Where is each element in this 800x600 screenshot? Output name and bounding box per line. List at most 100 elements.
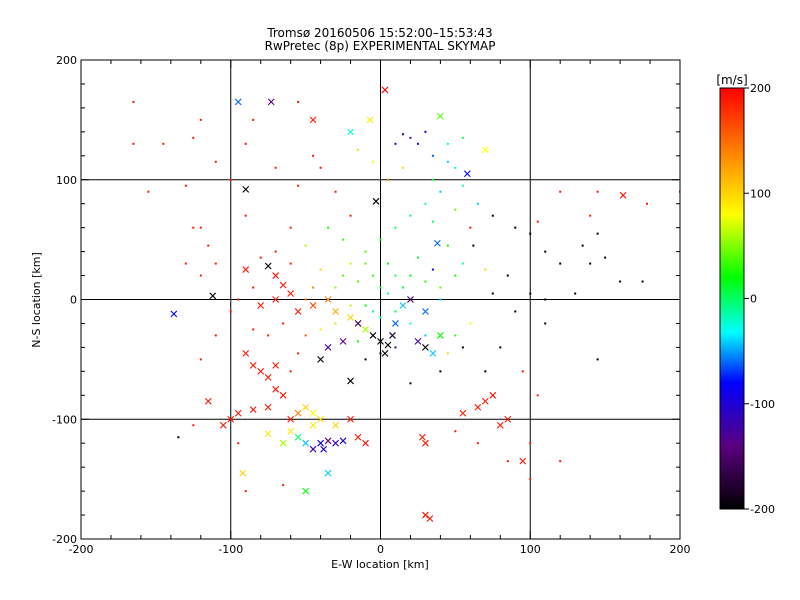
x-tick-label: 0 xyxy=(377,543,384,556)
data-point-cross xyxy=(279,281,287,289)
data-point-dot xyxy=(394,142,397,145)
data-point-dot xyxy=(214,160,217,163)
data-point-dot xyxy=(357,340,360,343)
data-point-dot xyxy=(424,334,427,337)
data-point-dot xyxy=(177,436,180,439)
data-point-dot xyxy=(364,304,367,307)
data-point-cross xyxy=(384,341,392,349)
data-point-cross xyxy=(309,421,317,429)
data-point-cross xyxy=(389,332,396,339)
x-tick-label: -200 xyxy=(69,543,94,556)
data-point-dot xyxy=(401,133,404,136)
data-point-cross xyxy=(302,403,310,411)
data-point-dot xyxy=(454,166,457,169)
data-point-cross xyxy=(287,427,295,435)
data-point-cross xyxy=(249,406,257,414)
colorbar-ticks: 200 100 0 -100 -200 xyxy=(744,82,775,516)
data-point-dot xyxy=(379,286,382,289)
data-point-dot xyxy=(267,334,270,337)
data-point-dot xyxy=(559,190,562,193)
data-points xyxy=(132,86,680,523)
data-point-cross xyxy=(309,302,317,309)
data-point-dot xyxy=(454,208,457,211)
data-point-cross xyxy=(264,262,272,270)
data-point-dot xyxy=(192,226,195,229)
data-point-cross xyxy=(496,421,504,429)
data-point-dot xyxy=(439,370,442,373)
data-point-dot xyxy=(394,226,397,229)
data-point-cross xyxy=(320,445,327,453)
data-point-dot xyxy=(461,184,464,187)
data-point-dot xyxy=(394,310,397,313)
x-tick-label: 200 xyxy=(670,543,691,556)
data-point-dot xyxy=(581,244,584,247)
data-point-dot xyxy=(184,184,187,187)
data-point-dot xyxy=(379,316,382,319)
data-point-dot xyxy=(274,166,277,169)
data-point-cross xyxy=(257,367,265,375)
data-point-dot xyxy=(132,100,135,103)
data-point-cross xyxy=(347,128,354,136)
colorbar-tick-label: 100 xyxy=(750,187,771,200)
data-point-dot xyxy=(409,214,412,217)
data-point-dot xyxy=(491,214,494,217)
data-point-dot xyxy=(409,136,412,139)
data-point-dot xyxy=(521,370,524,373)
data-point-cross xyxy=(419,433,426,441)
data-point-cross xyxy=(302,439,310,447)
data-point-cross xyxy=(272,272,280,279)
data-point-dot xyxy=(589,214,592,217)
data-point-cross xyxy=(264,373,272,381)
data-point-cross xyxy=(422,308,429,315)
data-point-dot xyxy=(646,202,649,205)
data-point-dot xyxy=(319,268,322,271)
data-point-dot xyxy=(484,268,487,271)
data-point-cross xyxy=(434,239,441,247)
data-point-dot xyxy=(641,280,644,283)
data-point-dot xyxy=(244,490,247,493)
data-point-dot xyxy=(162,142,165,145)
data-point-cross xyxy=(619,191,627,199)
data-point-dot xyxy=(544,322,547,325)
data-point-cross xyxy=(332,439,339,447)
data-point-dot xyxy=(304,244,307,247)
data-point-dot xyxy=(386,292,389,295)
data-point-dot xyxy=(192,424,195,427)
data-point-dot xyxy=(244,214,247,217)
data-point-dot xyxy=(604,256,607,259)
data-point-cross xyxy=(324,344,332,351)
data-point-dot xyxy=(446,244,449,247)
data-point-cross xyxy=(294,409,302,417)
data-point-dot xyxy=(364,262,367,265)
data-point-dot xyxy=(297,100,300,103)
data-point-dot xyxy=(514,310,517,313)
data-point-cross xyxy=(437,332,444,339)
data-point-dot xyxy=(349,304,352,307)
data-point-cross xyxy=(209,292,217,300)
data-point-dot xyxy=(536,220,539,223)
data-point-cross xyxy=(324,296,332,303)
x-axis-label: E-W location [km] xyxy=(331,558,429,571)
data-point-cross xyxy=(242,266,250,273)
data-point-dot xyxy=(394,274,397,277)
data-point-cross xyxy=(219,421,227,429)
data-point-dot xyxy=(446,352,449,355)
data-point-dot xyxy=(184,262,187,265)
data-point-dot xyxy=(312,154,315,157)
axis-ticks: -200 -100 0 100 200 -200 -100 0 100 200 xyxy=(52,54,690,556)
data-point-dot xyxy=(596,190,599,193)
data-point-dot xyxy=(476,442,479,445)
data-point-dot xyxy=(401,286,404,289)
data-point-dot xyxy=(454,334,457,337)
data-point-dot xyxy=(472,244,475,247)
data-point-cross xyxy=(339,437,347,445)
data-point-dot xyxy=(559,262,562,265)
data-point-cross xyxy=(242,349,250,357)
data-point-cross xyxy=(362,439,369,447)
data-point-cross xyxy=(324,437,332,445)
y-tick-label: 200 xyxy=(56,54,77,67)
data-point-cross xyxy=(227,415,235,423)
data-point-dot xyxy=(439,298,442,301)
chart-title: Tromsø 20160506 15:52:00–15:53:43 xyxy=(266,26,492,40)
data-point-cross xyxy=(414,338,422,345)
